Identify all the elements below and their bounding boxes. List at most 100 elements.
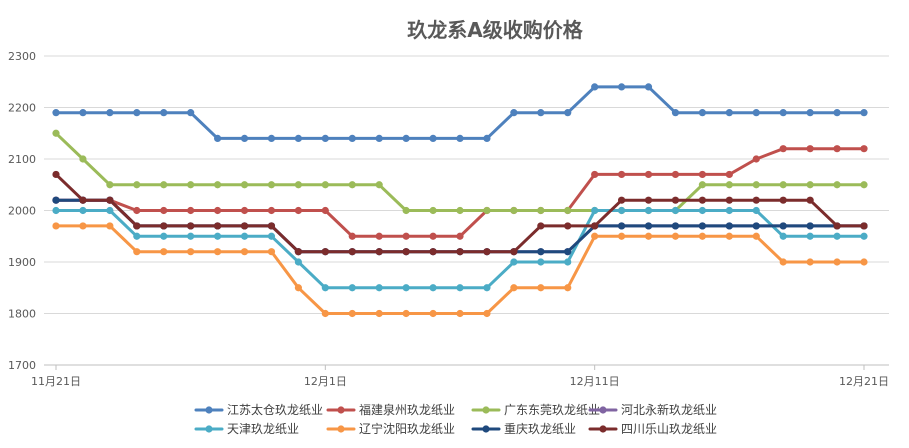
legend-label: 福建泉州玖龙纸业 <box>359 402 455 417</box>
data-point <box>133 206 141 215</box>
data-point <box>698 222 707 230</box>
data-point <box>375 248 383 256</box>
data-point <box>187 206 195 215</box>
legend-label: 江苏太仓玖龙纸业 <box>227 402 323 417</box>
data-point <box>860 181 868 189</box>
legend-item: 重庆玖龙纸业 <box>471 422 576 436</box>
data-point <box>106 181 114 189</box>
data-point <box>214 134 222 142</box>
x-tick-label: 12月11日 <box>570 375 620 388</box>
data-point <box>779 258 787 266</box>
data-point <box>483 134 491 142</box>
data-point <box>321 284 329 292</box>
data-point <box>348 248 356 256</box>
data-point <box>240 181 249 189</box>
data-point <box>348 309 356 318</box>
legend-label: 河北永新玖龙纸业 <box>621 402 717 417</box>
data-point <box>725 181 733 189</box>
data-point <box>348 232 356 240</box>
data-point <box>671 196 680 204</box>
data-point <box>564 206 572 215</box>
data-point <box>294 181 302 189</box>
data-point <box>187 232 195 240</box>
data-point <box>294 284 302 292</box>
legend-swatch-marker <box>205 425 213 433</box>
series-1 <box>52 83 868 142</box>
data-point <box>294 248 302 256</box>
data-point <box>106 109 114 117</box>
data-point <box>591 222 599 230</box>
legend-swatch-marker <box>599 406 607 414</box>
data-point <box>618 83 626 91</box>
data-point <box>321 134 329 142</box>
data-point <box>133 181 141 189</box>
data-point <box>671 170 680 179</box>
x-tick-label: 11月21日 <box>31 375 81 388</box>
data-point <box>79 206 87 215</box>
data-point <box>752 206 760 215</box>
data-point <box>160 248 168 256</box>
data-point <box>214 232 222 240</box>
data-point <box>160 232 168 240</box>
data-point <box>510 284 518 292</box>
data-point <box>160 109 168 117</box>
data-point <box>240 134 249 142</box>
data-point <box>779 145 787 153</box>
data-point <box>294 206 302 215</box>
data-point <box>618 206 626 215</box>
data-point <box>537 284 545 292</box>
x-tick-label: 12月21日 <box>839 375 889 388</box>
data-point <box>644 222 653 230</box>
data-point <box>591 83 599 91</box>
series-5 <box>52 206 868 292</box>
legend-item: 河北永新玖龙纸业 <box>588 402 717 417</box>
data-point <box>564 109 572 117</box>
data-point <box>537 109 545 117</box>
data-point <box>483 206 491 215</box>
data-point <box>510 258 518 266</box>
legend-item: 广东东莞玖龙纸业 <box>471 403 600 417</box>
data-point <box>644 232 653 240</box>
y-tick-label: 2100 <box>8 153 36 166</box>
data-point <box>725 222 733 230</box>
data-point <box>618 232 626 240</box>
data-point <box>483 309 491 318</box>
data-point <box>483 284 491 292</box>
data-point <box>860 109 868 117</box>
y-tick-label: 2300 <box>8 50 36 63</box>
legend-label: 重庆玖龙纸业 <box>504 422 576 436</box>
data-point <box>537 258 545 266</box>
data-point <box>267 232 276 240</box>
data-point <box>375 309 383 318</box>
data-point <box>321 206 329 215</box>
data-point <box>510 248 518 256</box>
data-point <box>806 258 814 266</box>
data-point <box>402 309 410 318</box>
legend-item: 四川乐山玖龙纸业 <box>588 422 717 436</box>
data-point <box>79 222 87 230</box>
data-point <box>267 181 276 189</box>
data-point <box>79 109 87 117</box>
data-point <box>564 248 572 256</box>
data-point <box>806 196 814 204</box>
data-point <box>564 284 572 292</box>
data-point <box>79 196 87 204</box>
data-point <box>375 232 383 240</box>
legend-label: 辽宁沈阳玖龙纸业 <box>359 421 455 436</box>
data-point <box>483 248 491 256</box>
data-point <box>348 284 356 292</box>
data-point <box>591 232 599 240</box>
data-point <box>860 258 868 266</box>
data-point <box>456 284 464 292</box>
y-tick-label: 1900 <box>8 256 36 269</box>
data-point <box>52 129 60 137</box>
data-point <box>510 206 518 215</box>
data-point <box>806 145 814 153</box>
data-point <box>133 222 141 230</box>
data-point <box>698 109 707 117</box>
data-point <box>429 206 437 215</box>
data-point <box>698 196 707 204</box>
data-point <box>833 109 841 117</box>
y-tick-label: 2000 <box>8 205 36 218</box>
data-point <box>833 145 841 153</box>
